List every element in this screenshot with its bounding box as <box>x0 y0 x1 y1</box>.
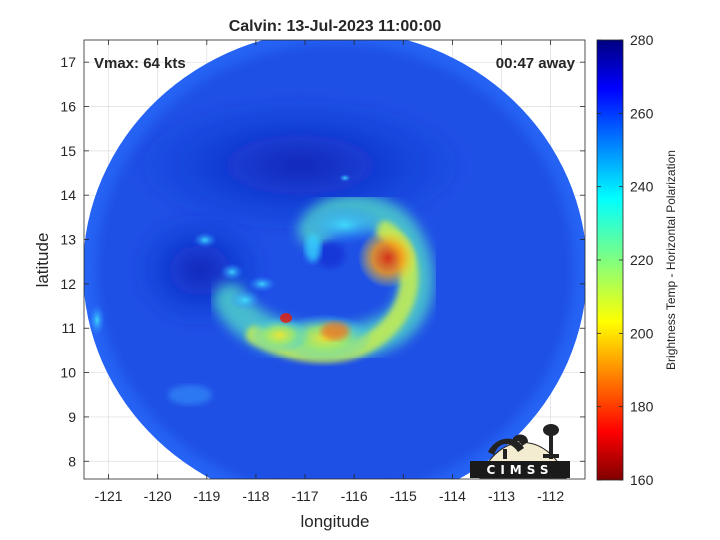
cell-3 <box>229 290 261 310</box>
north-arc <box>305 205 385 245</box>
colorbar-tick-label: 160 <box>630 472 654 488</box>
y-tick-label: 14 <box>60 187 76 203</box>
x-tick-label: -114 <box>439 488 466 504</box>
x-tick-label: -119 <box>193 488 220 504</box>
colorbar-tick-label: 260 <box>630 105 654 121</box>
y-tick-label: 11 <box>61 320 76 336</box>
swath-image <box>84 40 585 479</box>
cell-4 <box>248 276 276 292</box>
colorbar-tick-label: 280 <box>630 32 654 48</box>
colorbar-label: Brightness Temp - Horizontal Polarizatio… <box>664 150 678 370</box>
logo-text: CIMSS <box>487 463 554 477</box>
y-axis-ticks: 8 9 10 11 12 13 14 15 16 17 <box>60 54 585 469</box>
colorbar-tick-label: 240 <box>630 179 654 195</box>
x-tick-label: -116 <box>341 488 368 504</box>
x-tick-label: -121 <box>95 488 123 504</box>
x-axis-ticks: -121 -120 -119 -118 -117 -116 -115 -114 -113 -112 <box>95 40 564 504</box>
axes-box <box>83 39 586 480</box>
x-tick-label: -118 <box>242 488 269 504</box>
y-tick-label: 12 <box>60 276 76 292</box>
cell-7 <box>168 385 212 405</box>
cell-6 <box>89 304 105 336</box>
cell-5 <box>339 174 351 182</box>
y-tick-label: 13 <box>60 232 76 248</box>
cell-2 <box>220 263 244 281</box>
chart-title: Calvin: 13-Jul-2023 11:00:00 <box>229 18 442 35</box>
eye <box>315 242 345 268</box>
cimss-logo: CIMSS <box>470 424 570 479</box>
colorbar-tick-label: 180 <box>630 399 654 415</box>
y-tick-label: 16 <box>60 99 76 115</box>
x-axis-label: longitude <box>300 512 369 531</box>
colorbar-tick-label: 220 <box>630 252 654 268</box>
x-tick-label: -120 <box>144 488 172 504</box>
x-tick-label: -117 <box>292 488 319 504</box>
warm-core <box>358 228 418 288</box>
eyewall-west <box>305 234 321 262</box>
x-tick-label: -115 <box>390 488 417 504</box>
x-tick-label: -112 <box>537 488 564 504</box>
time-away-label: 00:47 away <box>496 55 576 72</box>
colorbar-tick-label: 200 <box>630 325 654 341</box>
y-tick-label: 9 <box>68 409 76 425</box>
vmax-label: Vmax: 64 kts <box>94 55 186 72</box>
west-band <box>250 317 310 353</box>
x-tick-label: -113 <box>488 488 515 504</box>
y-tick-label: 15 <box>60 143 76 159</box>
y-tick-label: 8 <box>68 453 76 469</box>
west-hot-spot <box>280 313 292 323</box>
southern-band-hot <box>321 322 349 340</box>
y-axis-label: latitude <box>33 233 52 288</box>
y-tick-label: 10 <box>60 365 76 381</box>
colorbar-ticks: 160 180 200 220 240 260 280 <box>597 32 654 488</box>
cell-1 <box>193 232 217 248</box>
y-tick-label: 17 <box>60 54 76 70</box>
